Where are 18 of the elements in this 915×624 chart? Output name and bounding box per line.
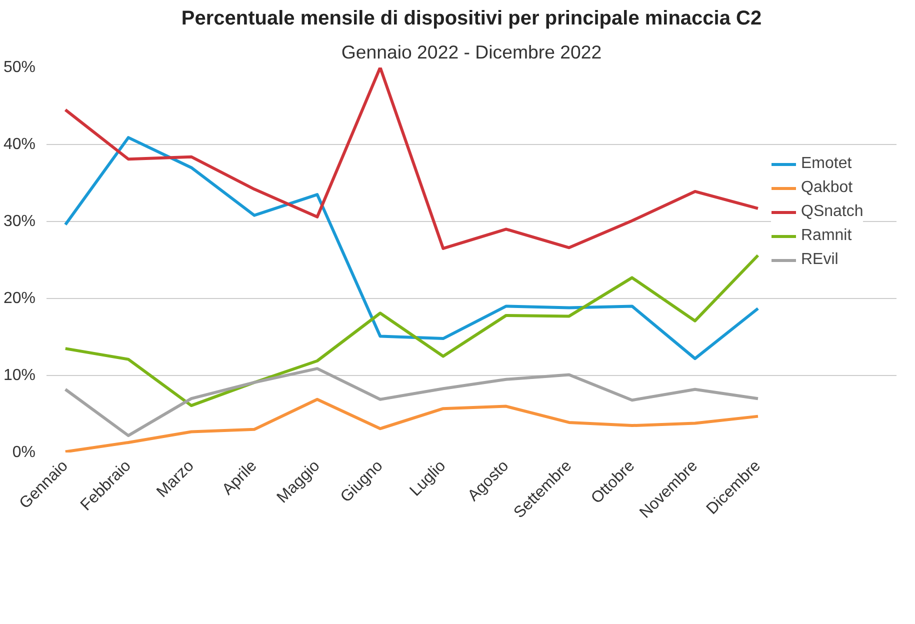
y-tick-label: 10% bbox=[3, 367, 36, 384]
line-series bbox=[64, 398, 760, 452]
chart-subtitle: Gennaio 2022 - Dicembre 2022 bbox=[341, 42, 602, 62]
y-tick-label: 40% bbox=[3, 136, 36, 153]
line-series bbox=[64, 136, 760, 360]
legend-label: REvil bbox=[801, 251, 838, 269]
line-series bbox=[64, 367, 760, 438]
line-series bbox=[64, 68, 760, 250]
chart-title: Percentuale mensile di dispositivi per principale minaccia C2 bbox=[181, 8, 762, 30]
legend-label: Ramnit bbox=[801, 227, 852, 245]
legend-label: Qakbot bbox=[801, 179, 853, 197]
y-tick-label: 30% bbox=[3, 213, 36, 230]
legend-label: QSnatch bbox=[801, 203, 864, 221]
y-tick-label: 20% bbox=[3, 290, 36, 307]
line-series bbox=[64, 254, 760, 408]
y-tick-label: 50% bbox=[3, 59, 36, 76]
y-tick-label: 0% bbox=[12, 444, 36, 461]
legend-label: Emotet bbox=[801, 155, 852, 173]
